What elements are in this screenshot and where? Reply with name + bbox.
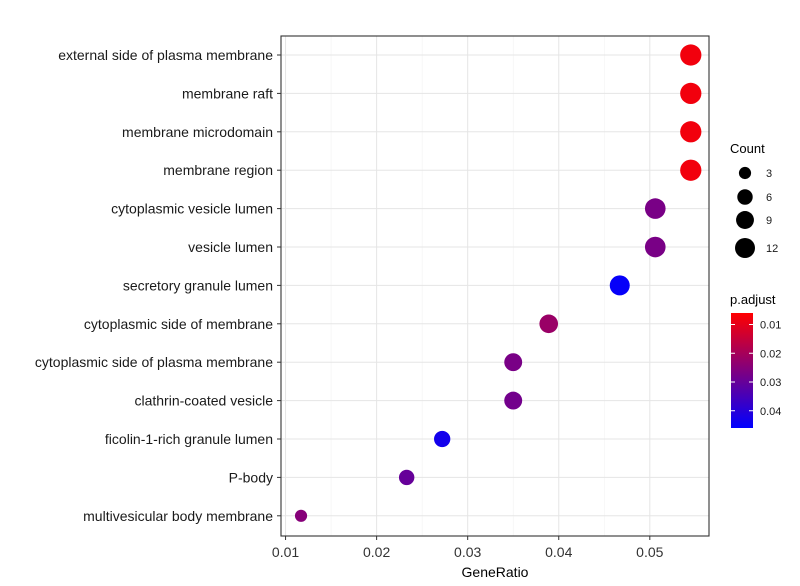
count-legend: Count 3 6 9 12 [730, 141, 778, 258]
data-point [680, 44, 702, 66]
p-adjust-legend: p.adjust 0.01 0.02 0.03 0.04 [730, 292, 781, 428]
data-point [680, 121, 702, 143]
count-legend-key [736, 211, 754, 229]
data-point [644, 198, 666, 219]
count-legend-title: Count [730, 141, 765, 156]
data-point [644, 236, 666, 258]
data-point [680, 82, 702, 105]
data-point [434, 430, 451, 448]
y-tick-label: cytoplasmic side of plasma membrane [35, 354, 273, 370]
count-legend-label: 12 [766, 243, 778, 255]
count-legend-label: 3 [766, 168, 772, 180]
y-tick-label: membrane region [163, 162, 273, 178]
p-adjust-legend-title: p.adjust [730, 292, 776, 307]
y-tick-label: membrane microdomain [122, 124, 273, 140]
y-tick-label: external side of plasma membrane [58, 47, 273, 63]
data-point [609, 275, 630, 296]
y-tick-label: multivesicular body membrane [83, 508, 273, 524]
data-point [398, 469, 415, 486]
y-tick-label: cytoplasmic side of membrane [84, 316, 273, 332]
x-tick-label: 0.03 [454, 544, 481, 560]
count-legend-key [735, 238, 755, 258]
count-legend-label: 6 [766, 192, 772, 204]
data-point [504, 391, 523, 410]
x-tick-label: 0.05 [636, 544, 663, 560]
p-adjust-colorbar [731, 313, 753, 428]
data-point [294, 509, 308, 522]
y-tick-label: clathrin-coated vesicle [134, 393, 273, 409]
count-legend-key [738, 166, 752, 180]
x-tick-label: 0.01 [272, 544, 299, 560]
count-legend-key [737, 189, 753, 205]
count-legend-label: 9 [766, 215, 772, 227]
x-tick-label: 0.04 [545, 544, 572, 560]
y-tick-label: membrane raft [182, 85, 273, 101]
panel-background [281, 36, 709, 536]
colorbar-label: 0.04 [760, 406, 781, 418]
panel-border [280, 35, 710, 537]
data-point [504, 353, 523, 372]
plot-panel [280, 35, 710, 537]
data-point [539, 314, 559, 334]
y-tick-label: cytoplasmic vesicle lumen [111, 201, 273, 217]
y-axis: external side of plasma membrane membrane… [35, 47, 281, 524]
colorbar-label: 0.01 [760, 320, 781, 332]
data-point [680, 159, 702, 181]
x-tick-label: 0.02 [363, 544, 390, 560]
y-tick-label: P-body [229, 469, 273, 485]
y-tick-label: secretory granule lumen [123, 277, 273, 293]
y-tick-label: ficolin-1-rich granule lumen [105, 431, 273, 447]
x-axis-title: GeneRatio [462, 564, 529, 580]
colorbar-label: 0.02 [760, 348, 781, 360]
colorbar-label: 0.03 [760, 377, 781, 389]
x-axis: GeneRatio 0.01 0.02 0.03 0.04 0.05 [272, 536, 664, 580]
y-tick-label: vesicle lumen [188, 239, 273, 255]
